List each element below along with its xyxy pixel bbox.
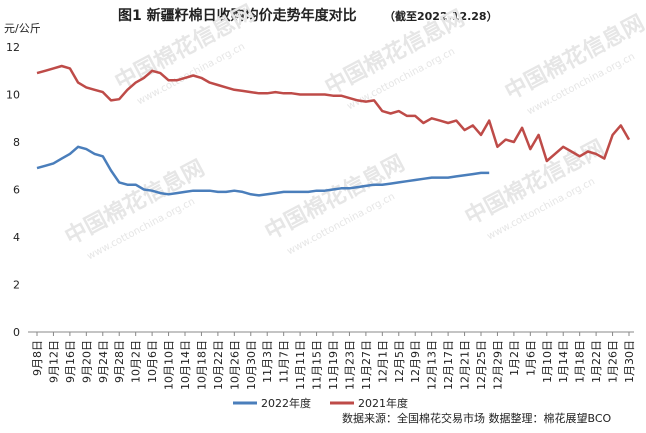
- x-tick-label: 9月20日: [80, 340, 93, 383]
- x-tick-label: 1月30日: [623, 340, 636, 383]
- y-tick-label: 10: [6, 89, 20, 102]
- x-tick-label: 9月12日: [47, 340, 60, 383]
- series-line: [36, 145, 490, 197]
- x-tick-label: 11月15日: [311, 340, 324, 390]
- legend-label: 2021年度: [358, 396, 408, 410]
- x-tick-label: 9月28日: [113, 340, 126, 383]
- x-tick-label: 11月27日: [360, 340, 373, 390]
- x-tick-label: 1月18日: [574, 340, 587, 383]
- chart-title: 图1 新疆籽棉日收购均价走势年度对比: [118, 7, 357, 24]
- y-axis-label: 元/公斤: [4, 22, 41, 35]
- x-tick-label: 10月30日: [245, 340, 258, 390]
- y-tick-label: 0: [13, 326, 20, 339]
- x-tick-label: 10月18日: [195, 340, 208, 390]
- x-tick-label: 12月29日: [491, 340, 504, 390]
- x-tick-label: 1月6日: [524, 340, 537, 376]
- legend-label: 2022年度: [261, 396, 311, 410]
- x-tick-label: 9月24日: [97, 340, 110, 383]
- x-tick-label: 10月6日: [146, 340, 159, 383]
- x-tick-label: 10月22日: [212, 340, 225, 390]
- x-tick-label: 10月14日: [179, 340, 192, 390]
- x-tick-label: 11月23日: [343, 340, 356, 390]
- x-tick-label: 9月16日: [64, 340, 77, 383]
- x-tick-label: 1月2日: [508, 340, 521, 376]
- x-tick-label: 12月25日: [475, 340, 488, 390]
- source: 数据来源：全国棉花交易市场 数据整理：棉花展望BCO: [342, 411, 612, 425]
- x-tick-label: 1月22日: [590, 340, 603, 383]
- x-tick-label: 12月17日: [442, 340, 455, 390]
- y-tick-label: 2: [13, 279, 20, 292]
- x-tick-label: 10月2日: [130, 340, 143, 383]
- x-tick-label: 10月10日: [163, 340, 176, 390]
- x-tick-label: 12月21日: [459, 340, 472, 390]
- x-tick-label: 12月13日: [426, 340, 439, 390]
- x-tick-label: 9月8日: [31, 340, 44, 376]
- x-tick-label: 10月26日: [228, 340, 241, 390]
- y-tick-label: 12: [6, 41, 20, 54]
- y-tick-label: 6: [13, 184, 20, 197]
- x-tick-label: 11月11日: [294, 340, 307, 390]
- x-tick-label: 12月5日: [393, 340, 406, 383]
- x-tick-label: 12月9日: [409, 340, 422, 383]
- x-tick-label: 1月26日: [607, 340, 620, 383]
- x-tick-label: 11月19日: [327, 340, 340, 390]
- series-line: [36, 64, 631, 163]
- x-tick-label: 11月3日: [261, 340, 274, 383]
- y-tick-label: 8: [13, 136, 20, 149]
- y-tick-label: 4: [13, 231, 20, 244]
- chart-subtitle: （截至2022.12.28）: [384, 9, 498, 23]
- x-tick-label: 12月1日: [376, 340, 389, 383]
- x-tick-label: 1月10日: [541, 340, 554, 383]
- x-tick-label: 1月14日: [557, 340, 570, 383]
- x-tick-label: 11月7日: [278, 340, 291, 383]
